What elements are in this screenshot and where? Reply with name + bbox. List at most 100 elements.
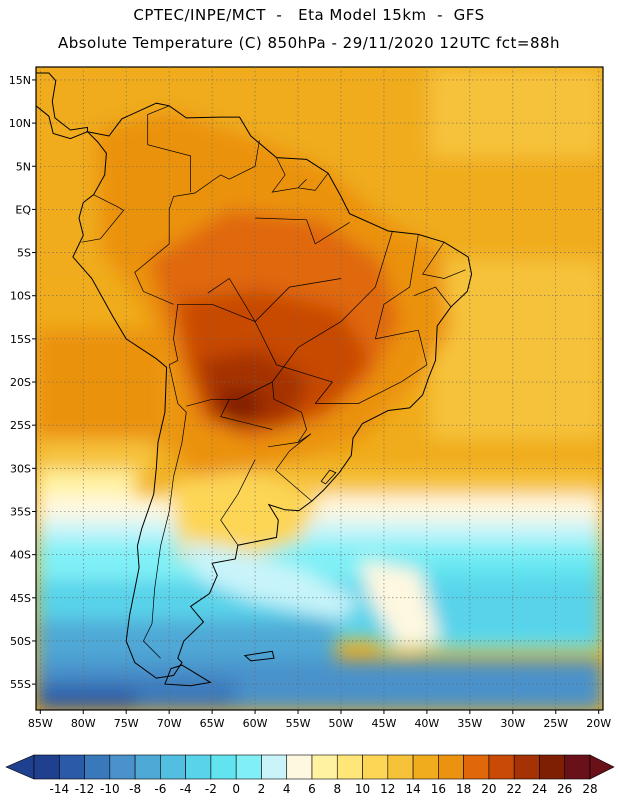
colorbar-swatch — [58, 754, 85, 780]
colorbar-swatch — [488, 754, 515, 780]
lat-label: 50S — [10, 635, 31, 648]
lon-label: 45W — [371, 717, 396, 730]
lat-label: 10N — [9, 117, 31, 130]
colorbar-label: 12 — [380, 782, 395, 796]
colorbar-swatch — [210, 754, 237, 780]
colorbar-label: 28 — [582, 782, 597, 796]
colorbar-label: 22 — [507, 782, 522, 796]
country-border — [254, 278, 342, 404]
lat-label: 15S — [10, 333, 31, 346]
colorbar-label: 26 — [557, 782, 572, 796]
lagoon-outline — [320, 469, 337, 485]
colorbar-swatch — [564, 754, 591, 780]
lat-label: 10S — [10, 290, 31, 303]
country-border — [267, 381, 307, 448]
lat-label: 15N — [9, 74, 31, 87]
lat-label: 20S — [10, 376, 31, 389]
country-border — [275, 433, 313, 502]
lon-label: 80W — [71, 717, 96, 730]
coastline — [72, 102, 473, 679]
country-border — [147, 105, 191, 193]
country-border — [297, 172, 329, 191]
lon-label: 40W — [414, 717, 439, 730]
colorbar-swatch — [160, 754, 186, 780]
colorbar: -14 -12 -10 -8 -6 -4 -2 0 2 4 6 8 10 12 14 16 18 20 22 24 26… — [5, 754, 615, 796]
lon-label: 55W — [286, 717, 311, 730]
colorbar-label: 16 — [431, 782, 446, 796]
colorbar-swatch — [286, 754, 313, 780]
lon-label: 25W — [543, 717, 568, 730]
title-line-2: Absolute Temperature (C) 850hPa - 29/11/… — [57, 34, 561, 52]
colorbar-label: 0 — [232, 782, 240, 796]
lon-label: 20W — [586, 717, 611, 730]
colorbar-label: 24 — [532, 782, 547, 796]
colorbar-swatch — [539, 754, 566, 780]
lat-label: 45S — [10, 592, 31, 605]
country-border — [413, 286, 452, 308]
colorbar-swatch — [362, 754, 389, 780]
colorbar-label: -12 — [75, 782, 95, 796]
colorbar-arrow-high — [589, 754, 615, 780]
lon-label: 35W — [457, 717, 482, 730]
lon-label: 60W — [243, 717, 268, 730]
colorbar-swatch — [412, 754, 439, 780]
colorbar-swatch — [235, 754, 262, 780]
colorbar-swatch — [84, 754, 111, 780]
lat-label: 5S — [17, 247, 31, 260]
colorbar-swatch — [387, 754, 414, 780]
map-frame — [35, 66, 604, 711]
lat-label: 25S — [10, 419, 31, 432]
colorbar-label: 6 — [308, 782, 316, 796]
colorbar-swatch — [311, 754, 338, 780]
country-border — [81, 194, 125, 243]
colorbar-label: -10 — [100, 782, 120, 796]
lat-label: 40S — [10, 549, 31, 562]
country-border — [229, 140, 260, 180]
coastline — [243, 650, 275, 662]
lon-label: 85W — [28, 717, 53, 730]
colorbar-label: -4 — [180, 782, 192, 796]
colorbar-swatch — [261, 754, 288, 780]
title-line-1: CPTEC/INPE/MCT - Eta Model 15km - GFS — [133, 6, 485, 24]
lat-label: 55S — [10, 678, 31, 691]
colorbar-label: 18 — [456, 782, 471, 796]
colorbar-label: 14 — [405, 782, 420, 796]
country-border — [142, 364, 187, 659]
colorbar-label: 20 — [481, 782, 496, 796]
country-border — [255, 217, 350, 245]
colorbar-label: -6 — [154, 782, 166, 796]
country-border — [169, 303, 256, 366]
country-border — [220, 399, 273, 430]
colorbar-label: 2 — [258, 782, 266, 796]
colorbar-label: -2 — [205, 782, 217, 796]
country-border — [186, 381, 273, 407]
colorbar-swatch — [134, 754, 161, 780]
colorbar-swatch — [185, 754, 212, 780]
coastline — [164, 664, 212, 687]
colorbar-label: -14 — [49, 782, 69, 796]
colorbar-label: -8 — [129, 782, 141, 796]
country-border — [422, 242, 466, 279]
lon-label: 50W — [329, 717, 354, 730]
country-border — [374, 234, 419, 339]
colorbar-swatch — [438, 754, 464, 780]
coastline — [36, 72, 88, 140]
lat-label: EQ — [15, 203, 31, 216]
colorbar-swatch — [109, 754, 136, 780]
lat-label: 30S — [10, 462, 31, 475]
lon-label: 65W — [200, 717, 225, 730]
colorbar-label: 4 — [283, 782, 291, 796]
country-border — [207, 278, 256, 322]
colorbar-arrow-low — [5, 754, 35, 780]
country-border — [134, 174, 230, 305]
lon-label: 75W — [114, 717, 139, 730]
colorbar-swatch — [513, 754, 540, 780]
lon-label: 30W — [500, 717, 525, 730]
lat-label: 35S — [10, 505, 31, 518]
lon-label: 70W — [157, 717, 182, 730]
country-border — [271, 157, 307, 193]
colorbar-swatch — [33, 754, 60, 780]
colorbar-label: 8 — [333, 782, 341, 796]
country-border — [272, 230, 393, 383]
